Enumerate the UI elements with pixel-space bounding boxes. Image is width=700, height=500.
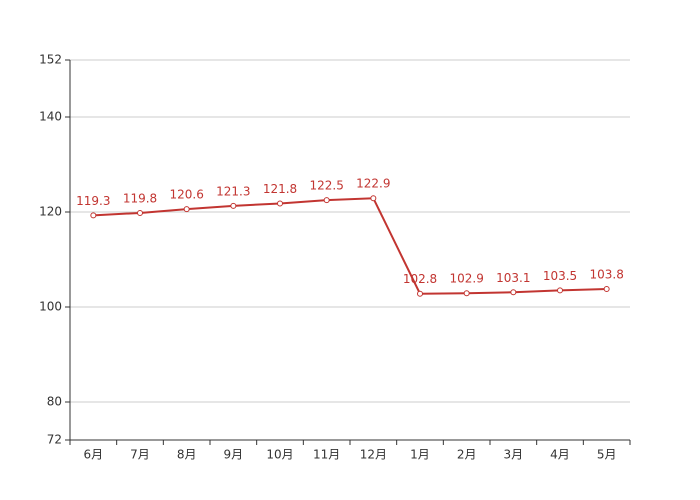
point: [277, 200, 283, 207]
value-label: 122.5: [309, 179, 343, 193]
point: [510, 289, 517, 296]
x-tick-label: 1月: [410, 448, 430, 462]
x-tick-label: 7月: [130, 448, 150, 462]
x-tick-label: 12月: [360, 448, 387, 462]
point: [230, 202, 237, 209]
x-tick-label: 10月: [266, 448, 293, 462]
y-tick-label: 72: [47, 433, 62, 447]
value-label: 121.3: [216, 184, 250, 198]
x-tick-label: 11月: [313, 448, 340, 462]
point: [370, 195, 377, 202]
point: [137, 209, 143, 216]
value-label: 103.5: [543, 269, 577, 283]
y-tick-label: 120: [39, 205, 62, 219]
line: [93, 197, 607, 295]
value-label: 103.1: [496, 271, 530, 285]
x-tick-label: 8月: [177, 448, 197, 462]
y-tick-label: 100: [39, 300, 62, 314]
y-tick-label: 80: [47, 395, 62, 409]
y-tick-label: 140: [39, 110, 62, 124]
value-label: 102.9: [449, 272, 483, 286]
point: [557, 287, 563, 294]
value-label: 103.8: [589, 267, 623, 281]
point: [417, 290, 423, 297]
x-tick-label: 5月: [597, 448, 617, 462]
value-label: 102.8: [403, 272, 437, 286]
point: [90, 212, 97, 219]
x-tick-label: 4月: [550, 448, 570, 462]
point: [463, 290, 470, 297]
value-label: 122.9: [356, 177, 390, 191]
value-label: 121.8: [263, 182, 297, 196]
y-tick-label: 152: [39, 53, 62, 67]
value-label: 119.3: [76, 194, 110, 208]
point: [183, 206, 190, 213]
x-tick-label: 9月: [224, 448, 244, 462]
x-tick-label: 3月: [504, 448, 524, 462]
x-tick-label: 6月: [84, 448, 104, 462]
value-label: 119.8: [123, 191, 157, 205]
point: [603, 285, 610, 292]
point: [323, 197, 330, 204]
x-tick-label: 2月: [457, 448, 477, 462]
value-label: 120.6: [169, 188, 203, 202]
